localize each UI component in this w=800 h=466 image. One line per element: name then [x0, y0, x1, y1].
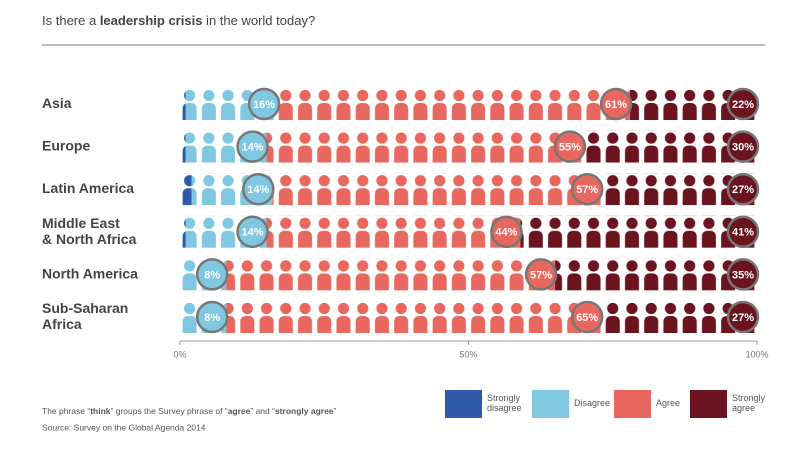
legend-line: Strongly [487, 393, 521, 403]
value-badge [726, 87, 760, 121]
value-badge [247, 87, 281, 121]
value-badge [726, 215, 760, 249]
title-part: leadership crisis [100, 13, 203, 28]
value-badge [599, 87, 633, 121]
value-badge [726, 172, 760, 206]
value-label: 65% [576, 312, 598, 324]
bar-segment [226, 258, 556, 291]
footnote: The phrase “think” groups the Survey phr… [42, 406, 337, 416]
bar-segment [226, 301, 602, 333]
value-badge [236, 130, 269, 163]
value-label: 16% [253, 99, 275, 111]
title-part: in the world today? [202, 13, 315, 28]
legend-line: disagree [487, 403, 522, 413]
value-badge [570, 300, 604, 334]
bar-segment [266, 215, 521, 248]
value-label: 14% [242, 142, 264, 154]
footnote-part: ” [334, 406, 337, 416]
value-label: 61% [605, 99, 627, 111]
chart-title: Is there a leadership crisis in the worl… [42, 13, 315, 28]
value-badge [726, 130, 760, 163]
category-line: Europe [42, 137, 90, 153]
value-label: 27% [732, 312, 754, 324]
footnote-part: ” and “ [250, 406, 275, 416]
category-label: Latin America [42, 180, 134, 196]
legend-label: Strongly agree [732, 393, 766, 413]
value-badge [726, 300, 760, 334]
x-tick-label: 100% [745, 349, 768, 359]
value-badge [553, 130, 587, 163]
value-label: 14% [242, 227, 264, 239]
value-label: 30% [732, 142, 754, 154]
value-badge [242, 172, 275, 206]
value-label: 41% [732, 227, 754, 239]
value-label: 22% [732, 99, 754, 111]
legend-line: Strongly [732, 393, 766, 403]
category-label: Sub-Saharan Africa [42, 300, 128, 332]
value-label: 57% [576, 184, 598, 196]
footnote-part: The phrase “ [42, 406, 90, 416]
legend-line: Disagree [574, 398, 610, 408]
value-label: 8% [204, 312, 220, 324]
legend-label: Agree [656, 398, 680, 408]
x-tick-label: 50% [459, 349, 477, 359]
value-label: 55% [559, 142, 581, 154]
source: Source: Survey on the Global Agenda 2014 [42, 422, 206, 432]
category-line: North America [42, 265, 138, 281]
title-part: Is there a [42, 13, 100, 28]
value-badge [195, 300, 229, 334]
legend-swatch [445, 390, 482, 418]
bar-segment [520, 215, 757, 248]
category-label: Asia [42, 95, 72, 111]
footnote-part: think [90, 406, 111, 416]
value-badge [195, 258, 229, 291]
category-line: Africa [42, 316, 82, 332]
x-tick-label: 0% [173, 349, 186, 359]
footnote-part: agree [228, 406, 251, 416]
value-label: 44% [495, 227, 517, 239]
category-line: & North Africa [42, 231, 137, 247]
legend-swatch [532, 390, 569, 418]
legend-line: agree [732, 403, 755, 413]
legend-swatch [614, 390, 651, 418]
category-label: Middle East & North Africa [42, 215, 137, 247]
bar-segment [180, 88, 186, 120]
value-label: 35% [732, 269, 754, 281]
bar-segment [180, 130, 186, 163]
value-badge [524, 258, 558, 291]
category-line: Middle East [42, 215, 120, 231]
bar-segment [266, 130, 584, 163]
value-badge [570, 172, 604, 206]
bar-segment [278, 88, 631, 120]
bar-segment [180, 215, 186, 248]
category-line: Latin America [42, 180, 134, 196]
value-badge [490, 215, 523, 249]
legend-label: Disagree [574, 398, 610, 408]
category-line: Sub-Saharan [42, 300, 128, 316]
category-label: Europe [42, 137, 90, 153]
legend-swatch [690, 390, 727, 418]
value-badge [726, 258, 760, 291]
footnote-part: strongly agree [275, 406, 334, 416]
value-label: 8% [204, 269, 220, 281]
value-label: 57% [530, 269, 552, 281]
category-line: Asia [42, 95, 72, 111]
bar-segment [180, 173, 192, 206]
category-label: North America [42, 265, 138, 281]
legend-label: Strongly disagree [487, 393, 522, 413]
value-label: 27% [732, 184, 754, 196]
legend-line: Agree [656, 398, 680, 408]
value-badge [236, 215, 269, 249]
footnote-part: ” groups the Survey phrase of “ [111, 406, 228, 416]
value-label: 14% [247, 184, 269, 196]
bar-segment [272, 173, 602, 206]
bar-segment [555, 258, 757, 291]
